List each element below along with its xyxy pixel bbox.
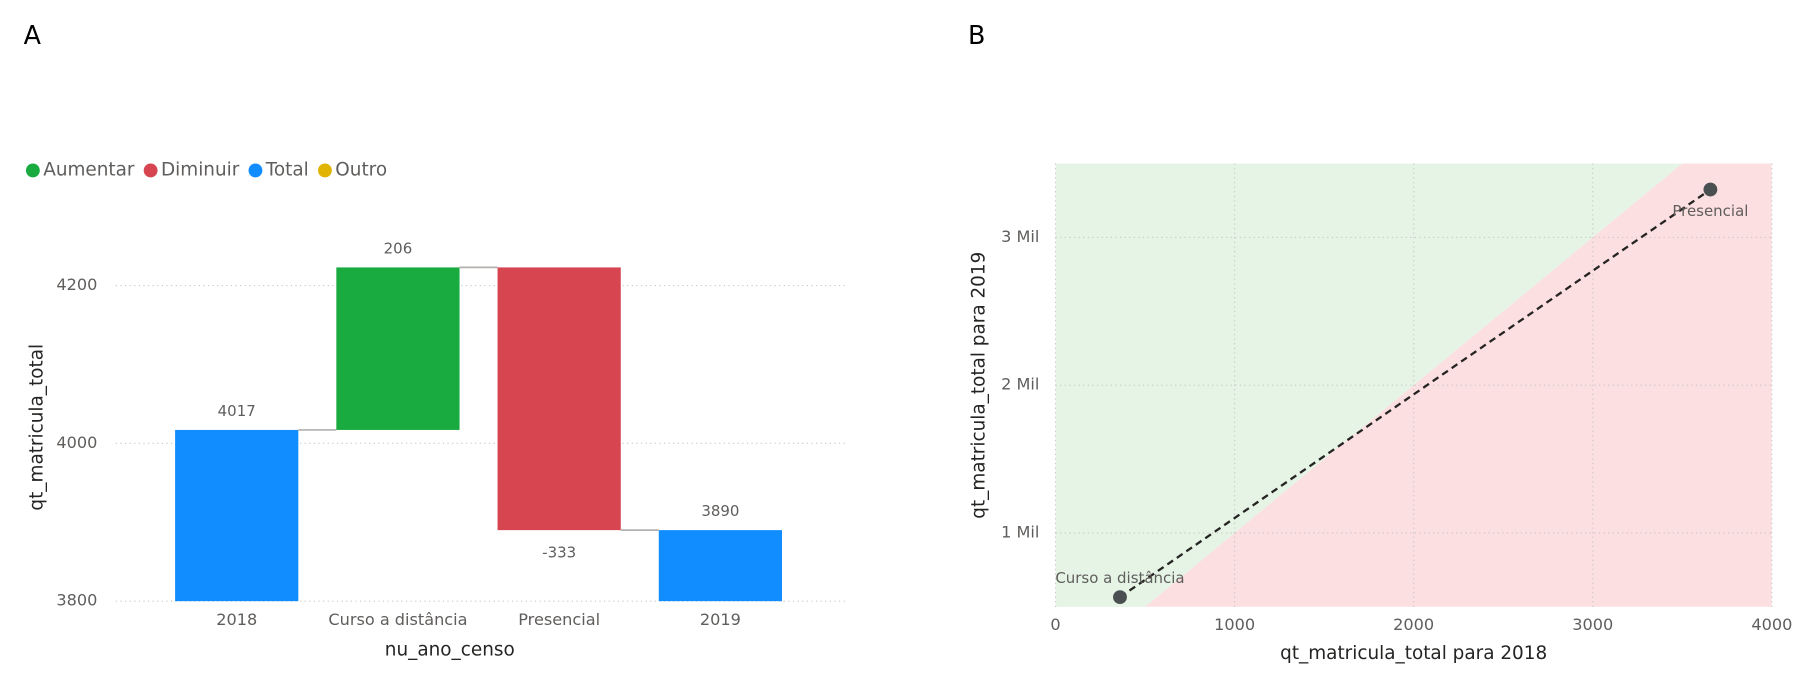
legend-marker [318, 163, 332, 178]
region-below [1145, 163, 1772, 607]
y-tick-label: 4200 [56, 275, 97, 294]
data-label: 3890 [701, 502, 739, 520]
legend-label: Total [265, 159, 309, 180]
y-tick-label: 3800 [56, 591, 97, 610]
legend-label: Aumentar [43, 159, 135, 180]
x-tick-label: Curso a distância [328, 610, 467, 629]
legend-marker [25, 163, 40, 178]
legend-marker [248, 163, 263, 178]
y-axis-title: qt_matricula_total para 2019 [969, 252, 990, 519]
point [1113, 590, 1127, 605]
x-tick-label: 4000 [1751, 615, 1792, 634]
x-axis-title: nu_ano_censo [385, 640, 515, 661]
x-tick-label: 1000 [1214, 615, 1255, 634]
bar [175, 429, 299, 602]
y-tick-label: 2 Mil [1001, 375, 1039, 394]
legend-label: Diminuir [161, 159, 240, 180]
x-tick-label: 2018 [216, 610, 257, 629]
bar [658, 530, 783, 602]
bar [336, 267, 460, 430]
x-tick-label: 2019 [700, 610, 741, 629]
trend-line [1119, 188, 1712, 599]
data-label: 4017 [218, 402, 256, 420]
point [1703, 182, 1718, 197]
y-tick-label: 4000 [56, 433, 97, 452]
x-axis-title: qt_matricula_total para 2018 [1280, 643, 1547, 664]
legend-label: Outro [335, 159, 387, 180]
panel-label: B [968, 20, 985, 50]
y-tick-label: 3 Mil [1001, 227, 1039, 246]
point-label: Curso a distância [1055, 569, 1184, 587]
y-tick-label: 1 Mil [1001, 523, 1039, 542]
data-label: -333 [542, 544, 576, 562]
legend-marker [143, 163, 158, 178]
data-label: 206 [384, 239, 413, 257]
y-axis-title: qt_matricula_total [26, 344, 47, 511]
panel-label: A [24, 20, 42, 50]
x-tick-label: 2000 [1393, 615, 1434, 634]
bar [497, 267, 621, 531]
x-tick-label: 3000 [1572, 615, 1613, 634]
point-label: Presencial [1672, 202, 1748, 220]
x-tick-label: 0 [1050, 615, 1060, 634]
x-tick-label: Presencial [518, 610, 600, 629]
